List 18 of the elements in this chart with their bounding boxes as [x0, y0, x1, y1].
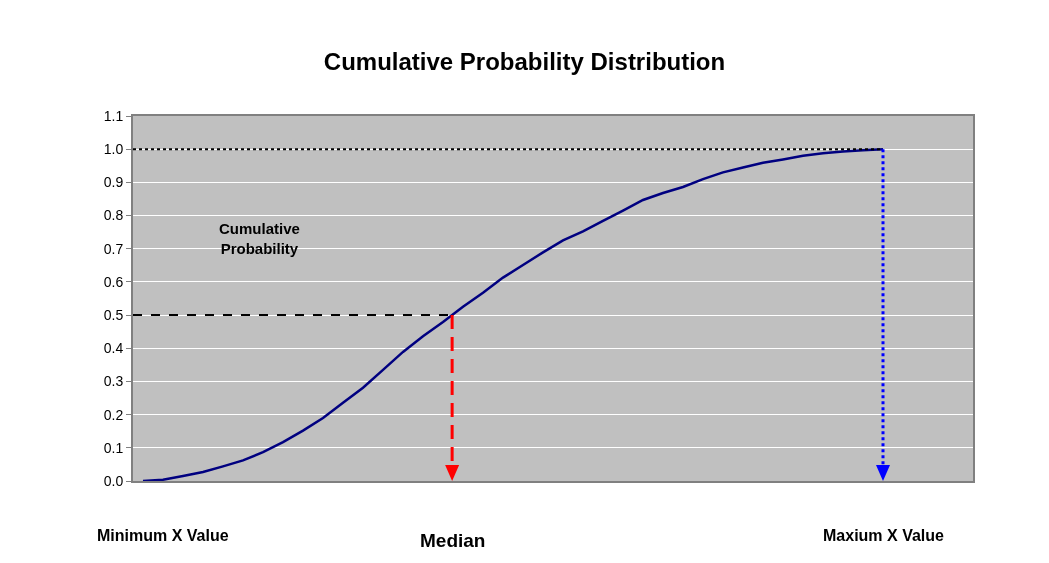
y-tick-label: 0.9: [103, 174, 124, 191]
text: Median: [420, 530, 486, 551]
y-tick-label: 0.1: [103, 439, 124, 456]
y-tick-label: 0.0: [103, 472, 124, 489]
chart-title: Cumulative Probability Distribution: [323, 48, 726, 76]
y-tick-label: 0.5: [103, 306, 124, 323]
text: Maxium X Value: [823, 527, 945, 544]
y-tick-label: 0.7: [103, 240, 124, 257]
line-series: [141, 147, 885, 481]
text: Minimum X Value: [97, 527, 229, 544]
y-tick-label: 1.1: [103, 107, 124, 124]
y-tick-label: 0.6: [103, 273, 124, 290]
y-tick-label: 0.8: [103, 207, 124, 224]
y-tick-label: 1.0: [103, 141, 124, 158]
y-tick-label: 0.2: [103, 406, 124, 423]
y-tick-label: 0.3: [103, 373, 124, 390]
y-tick-label: 0.4: [103, 340, 124, 357]
y-axis-title: Cumulative Probability: [219, 220, 300, 257]
